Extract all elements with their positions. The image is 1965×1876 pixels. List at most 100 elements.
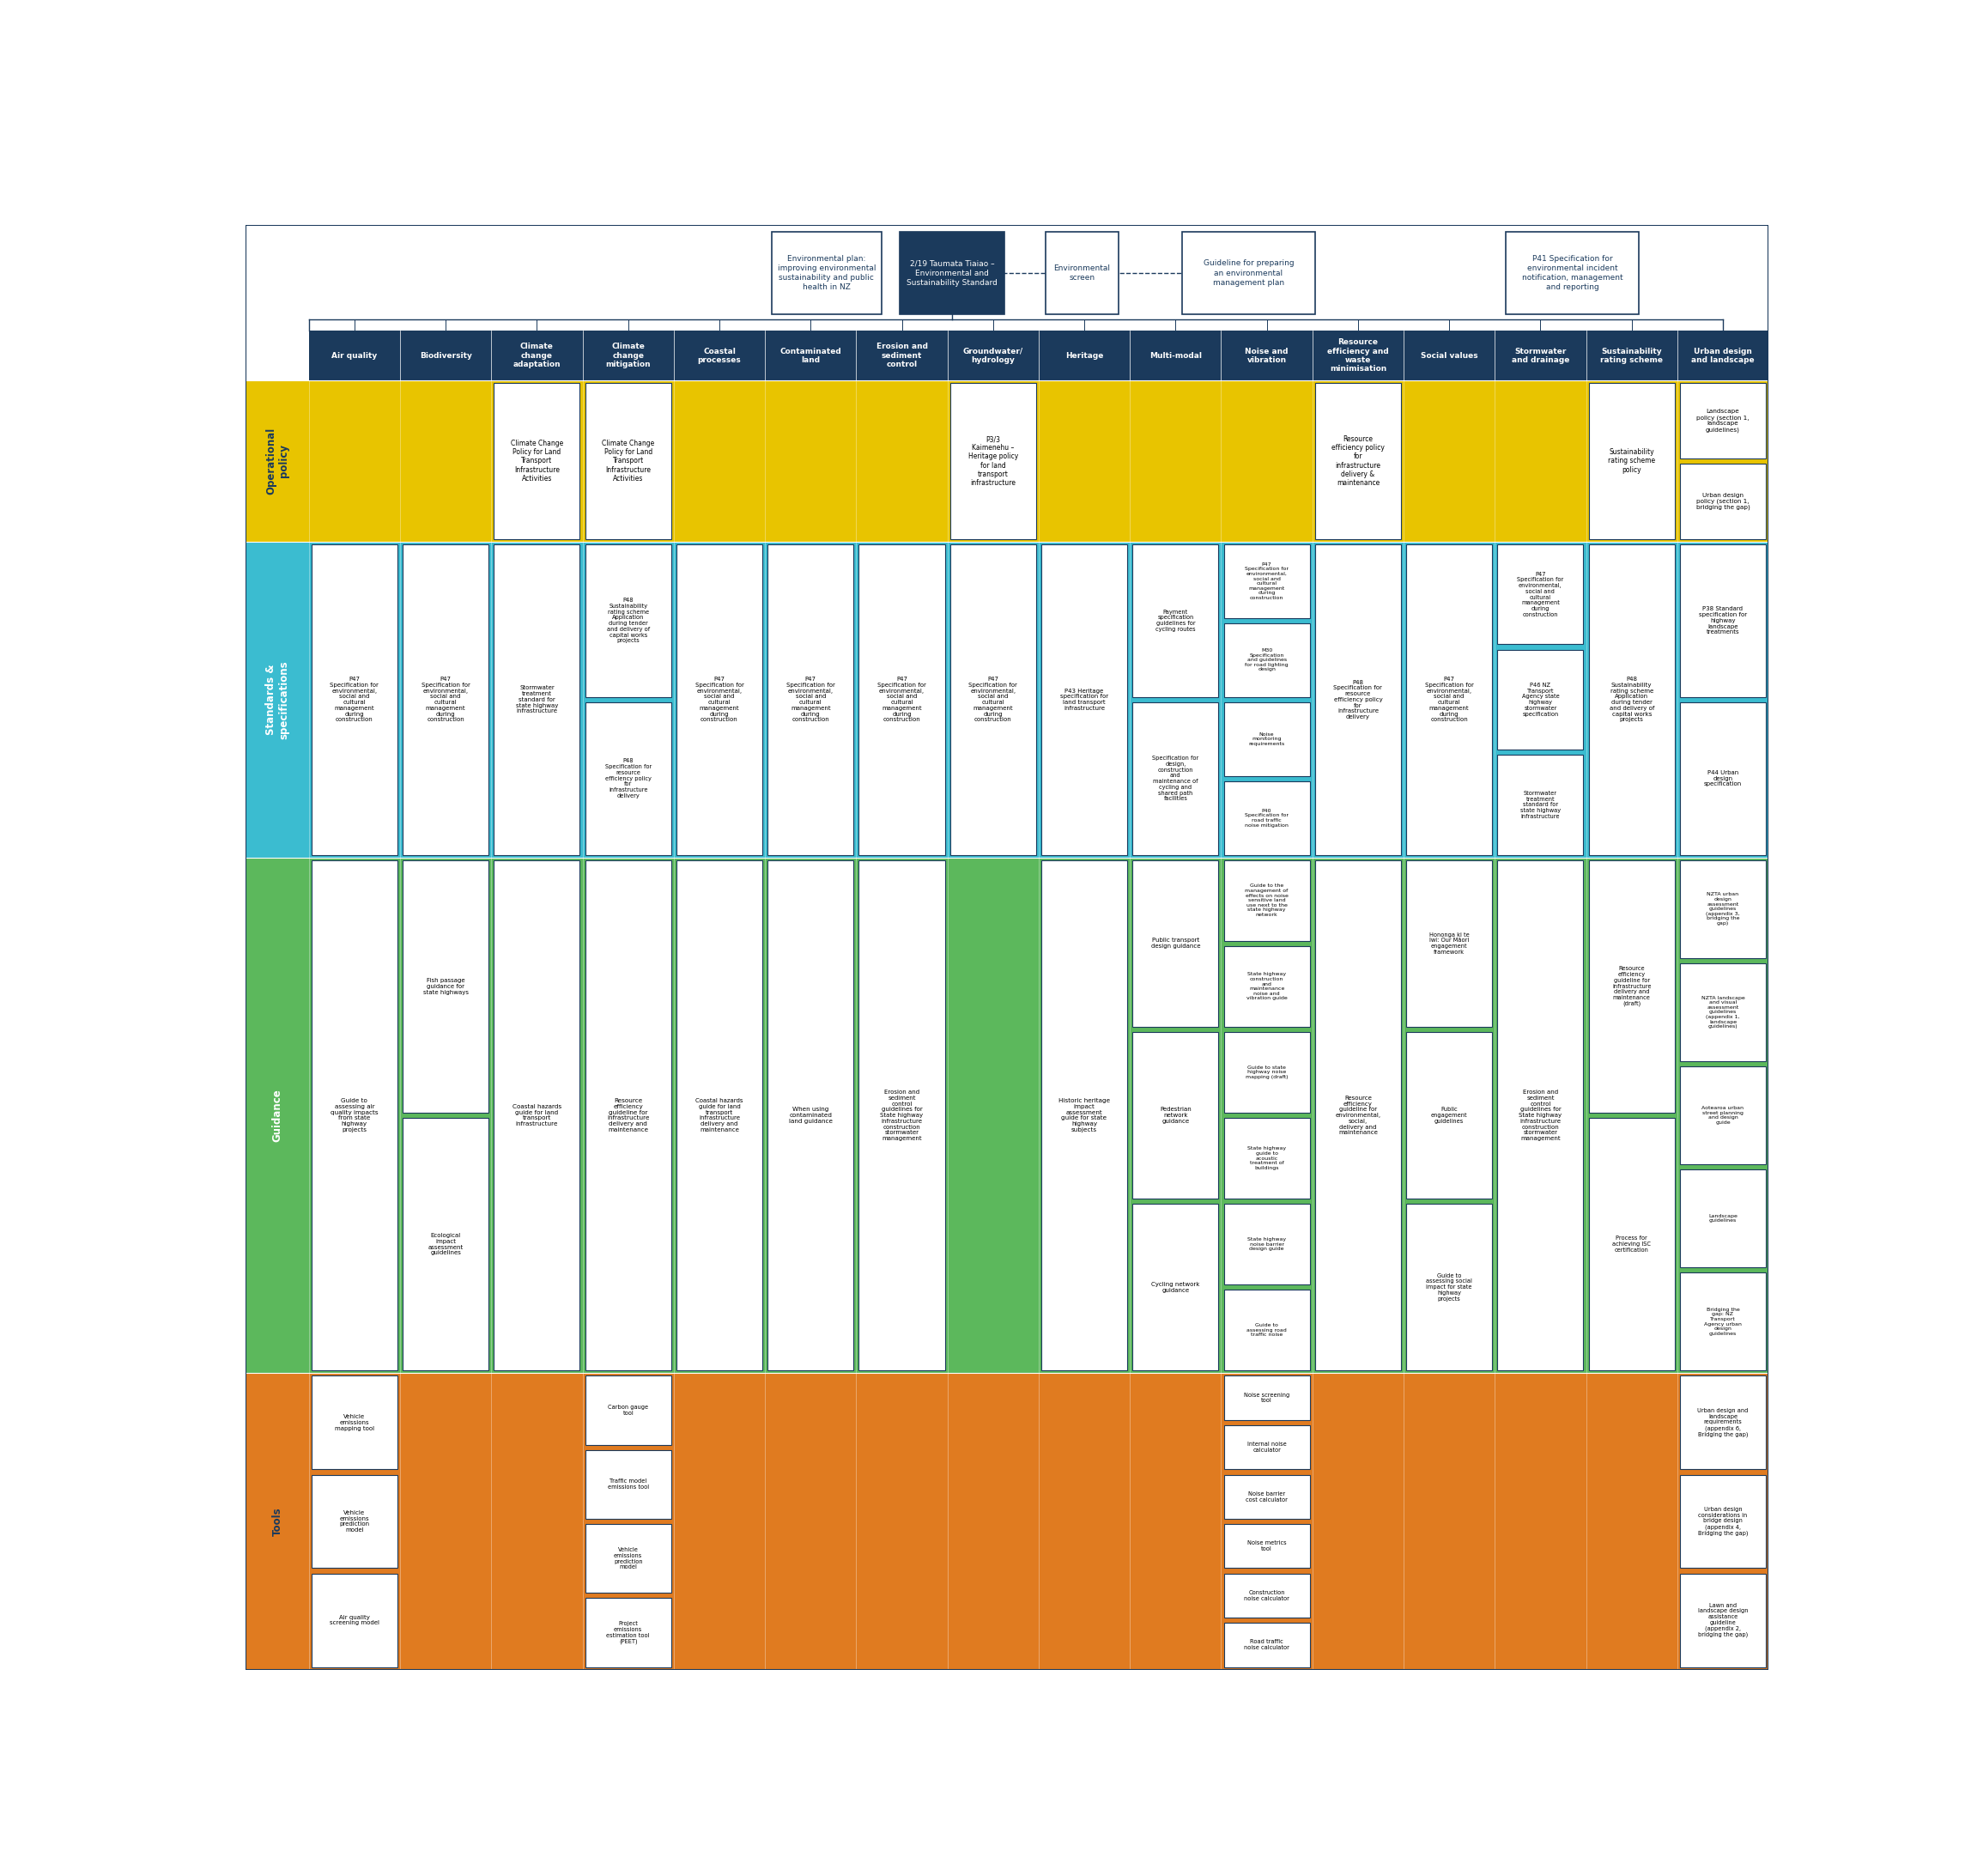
FancyBboxPatch shape: [1224, 1523, 1311, 1568]
Text: P47
Specification for
environmental,
social and
cultural
management
during
const: P47 Specification for environmental, soc…: [878, 677, 926, 722]
FancyBboxPatch shape: [1224, 1118, 1311, 1199]
Text: Cycling network
guidance: Cycling network guidance: [1151, 1281, 1201, 1293]
FancyBboxPatch shape: [1224, 544, 1311, 617]
Text: NZTA urban
design
assessment
guidelines
(appendix 3,
bridging the
gap): NZTA urban design assessment guidelines …: [1706, 893, 1739, 925]
FancyBboxPatch shape: [309, 542, 1768, 857]
Text: Multi-modal: Multi-modal: [1150, 353, 1203, 360]
FancyBboxPatch shape: [309, 381, 1768, 542]
FancyBboxPatch shape: [1045, 233, 1118, 315]
Text: P43 Heritage
specification for
land transport
infrastructure: P43 Heritage specification for land tran…: [1061, 688, 1108, 711]
FancyBboxPatch shape: [586, 1450, 672, 1520]
FancyBboxPatch shape: [493, 544, 580, 855]
Text: Landscape
policy (section 1,
landscape
guidelines): Landscape policy (section 1, landscape g…: [1696, 409, 1749, 433]
Text: Erosion and
sediment
control: Erosion and sediment control: [876, 343, 927, 368]
Text: Internal noise
calculator: Internal noise calculator: [1248, 1443, 1287, 1452]
FancyBboxPatch shape: [1224, 859, 1311, 940]
Text: Guide to state
highway noise
mapping (draft): Guide to state highway noise mapping (dr…: [1246, 1066, 1287, 1079]
Text: Bridging the
gap: NZ
Transport
Agency urban
design
guidelines: Bridging the gap: NZ Transport Agency ur…: [1704, 1308, 1741, 1336]
Text: Project
emissions
estimation tool
(PEET): Project emissions estimation tool (PEET): [607, 1621, 650, 1643]
Text: Urban design
policy (section 1,
bridging the gap): Urban design policy (section 1, bridging…: [1696, 493, 1749, 510]
Text: Carbon gauge
tool: Carbon gauge tool: [607, 1405, 648, 1416]
Text: Ecological
impact
assessment
guidelines: Ecological impact assessment guidelines: [428, 1233, 464, 1255]
FancyBboxPatch shape: [1041, 544, 1128, 855]
FancyBboxPatch shape: [246, 542, 309, 857]
Text: Coastal
processes: Coastal processes: [698, 347, 741, 364]
FancyBboxPatch shape: [1224, 623, 1311, 696]
FancyBboxPatch shape: [309, 1373, 1768, 1670]
Text: Aotearoa urban
street planning
and design
guide: Aotearoa urban street planning and desig…: [1702, 1107, 1743, 1124]
Text: When using
contaminated
land guidance: When using contaminated land guidance: [788, 1107, 833, 1124]
Text: Climate Change
Policy for Land
Transport
Infrastructure
Activities: Climate Change Policy for Land Transport…: [601, 441, 654, 482]
Text: Road traffic
noise calculator: Road traffic noise calculator: [1244, 1640, 1289, 1651]
Text: Resource
efficiency policy
for
infrastructure
delivery &
maintenance: Resource efficiency policy for infrastru…: [1332, 435, 1385, 486]
Text: Lawn and
landscape design
assistance
guideline
(appendix 2,
bridging the gap): Lawn and landscape design assistance gui…: [1698, 1602, 1749, 1638]
FancyBboxPatch shape: [859, 544, 945, 855]
FancyBboxPatch shape: [312, 1375, 397, 1469]
FancyBboxPatch shape: [772, 233, 882, 315]
Text: Climate Change
Policy for Land
Transport
Infrastructure
Activities: Climate Change Policy for Land Transport…: [511, 441, 564, 482]
Text: Operational
policy: Operational policy: [265, 428, 289, 495]
FancyBboxPatch shape: [1224, 1426, 1311, 1469]
FancyBboxPatch shape: [1224, 780, 1311, 855]
Text: Noise screening
tool: Noise screening tool: [1244, 1392, 1289, 1403]
Text: Air quality: Air quality: [332, 353, 377, 360]
Text: State highway
noise barrier
design guide: State highway noise barrier design guide: [1248, 1238, 1287, 1251]
FancyBboxPatch shape: [1224, 1032, 1311, 1112]
Text: P47
Specification for
environmental,
social and
cultural
management
during
const: P47 Specification for environmental, soc…: [969, 677, 1018, 722]
Text: M30
Specification
and guidelines
for road lighting
design: M30 Specification and guidelines for roa…: [1246, 649, 1289, 672]
Text: Resource
efficiency
guideline for
environmental,
social,
delivery and
maintenanc: Resource efficiency guideline for enviro…: [1334, 1096, 1381, 1135]
Text: Construction
noise calculator: Construction noise calculator: [1244, 1591, 1289, 1600]
Text: P48
Specification for
resource
efficiency policy
for
infrastructure
delivery: P48 Specification for resource efficienc…: [605, 758, 652, 799]
Text: P47
Specification for
environmental,
social and
cultural
management
during
const: P47 Specification for environmental, soc…: [786, 677, 835, 722]
FancyBboxPatch shape: [1588, 383, 1674, 538]
Text: Sustainability
rating scheme
policy: Sustainability rating scheme policy: [1607, 448, 1655, 473]
FancyBboxPatch shape: [493, 859, 580, 1371]
FancyBboxPatch shape: [1588, 859, 1674, 1112]
FancyBboxPatch shape: [1680, 383, 1767, 458]
Text: Guidance: Guidance: [271, 1088, 283, 1142]
FancyBboxPatch shape: [246, 1373, 309, 1670]
Text: Coastal hazards
guide for land
transport
infrastructure
delivery and
maintenance: Coastal hazards guide for land transport…: [696, 1097, 743, 1133]
FancyBboxPatch shape: [246, 381, 309, 542]
Text: P48
Sustainability
rating scheme
Application
during tender
and delivery of
capit: P48 Sustainability rating scheme Applica…: [1609, 677, 1655, 722]
FancyBboxPatch shape: [1224, 946, 1311, 1026]
Text: P38 Standard
specification for
highway
landscape
treatments: P38 Standard specification for highway l…: [1700, 606, 1747, 634]
FancyBboxPatch shape: [309, 330, 1768, 381]
FancyBboxPatch shape: [1224, 1475, 1311, 1520]
FancyBboxPatch shape: [900, 233, 1004, 315]
Text: P47
Specification for
environmental,
social and
cultural
management
during
const: P47 Specification for environmental, soc…: [696, 677, 745, 722]
FancyBboxPatch shape: [586, 383, 672, 538]
FancyBboxPatch shape: [1407, 859, 1491, 1026]
FancyBboxPatch shape: [1497, 544, 1584, 643]
FancyBboxPatch shape: [1680, 859, 1767, 959]
FancyBboxPatch shape: [1224, 1204, 1311, 1285]
Text: Groundwater/
hydrology: Groundwater/ hydrology: [963, 347, 1024, 364]
FancyBboxPatch shape: [1315, 859, 1401, 1371]
FancyBboxPatch shape: [1224, 1291, 1311, 1371]
FancyBboxPatch shape: [1224, 702, 1311, 777]
Text: P44 Urban
design
specification: P44 Urban design specification: [1704, 771, 1741, 786]
FancyBboxPatch shape: [1680, 463, 1767, 538]
Text: 2/19 Taumata Tiaiao –
Environmental and
Sustainability Standard: 2/19 Taumata Tiaiao – Environmental and …: [906, 259, 998, 287]
Text: Public
engagement
guidelines: Public engagement guidelines: [1431, 1107, 1468, 1124]
FancyBboxPatch shape: [1041, 859, 1128, 1371]
FancyBboxPatch shape: [312, 1574, 397, 1668]
FancyBboxPatch shape: [586, 1598, 672, 1668]
FancyBboxPatch shape: [951, 383, 1036, 538]
Text: P47
Specification for
environmental,
social and
cultural
management
during
const: P47 Specification for environmental, soc…: [330, 677, 379, 722]
Text: Noise metrics
tool: Noise metrics tool: [1248, 1540, 1287, 1551]
FancyBboxPatch shape: [1132, 544, 1218, 696]
FancyBboxPatch shape: [1680, 1169, 1767, 1268]
Text: Landscape
guidelines: Landscape guidelines: [1708, 1214, 1737, 1223]
FancyBboxPatch shape: [586, 544, 672, 696]
FancyBboxPatch shape: [312, 544, 397, 855]
FancyBboxPatch shape: [1183, 233, 1315, 315]
FancyBboxPatch shape: [1315, 383, 1401, 538]
FancyBboxPatch shape: [768, 544, 853, 855]
FancyBboxPatch shape: [676, 859, 762, 1371]
FancyBboxPatch shape: [586, 1523, 672, 1593]
Text: Contaminated
land: Contaminated land: [780, 347, 841, 364]
FancyBboxPatch shape: [1680, 962, 1767, 1062]
FancyBboxPatch shape: [1680, 702, 1767, 855]
Text: Sustainability
rating scheme: Sustainability rating scheme: [1600, 347, 1662, 364]
